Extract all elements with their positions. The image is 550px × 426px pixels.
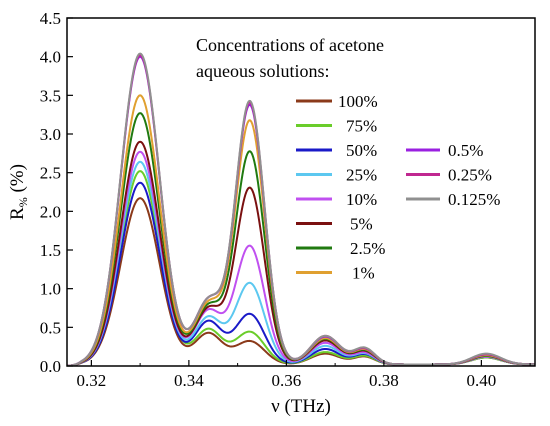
- legend-label: 2.5%: [350, 239, 385, 258]
- y-tick-label: 0.0: [40, 357, 61, 376]
- legend-title-line-2: aqueous solutions:: [196, 61, 330, 81]
- legend-label: 0.5%: [448, 141, 483, 160]
- y-axis-label-main: R: [7, 207, 28, 220]
- y-tick-label: 2.0: [40, 202, 61, 221]
- x-axis-label: ν (THz): [271, 396, 331, 417]
- y-tick-label: 3.5: [40, 86, 61, 105]
- y-tick-label: 3.0: [40, 125, 61, 144]
- plot-frame: [66, 17, 536, 367]
- legend: Concentrations of acetone aqueous soluti…: [196, 35, 500, 283]
- y-tick-label: 4.0: [40, 48, 61, 67]
- y-tick-label: 0.5: [40, 318, 61, 337]
- x-tick-label: 0.36: [272, 371, 302, 390]
- legend-label: 25%: [346, 166, 377, 185]
- series-line-0.125pct: [67, 52, 535, 366]
- x-axis: 0.32 0.34 0.36 0.38 0.40: [77, 360, 531, 390]
- legend-label: 75%: [346, 117, 377, 136]
- x-tick-label: 0.32: [77, 371, 107, 390]
- legend-label: 0.125%: [448, 190, 500, 209]
- legend-label: 50%: [346, 141, 377, 160]
- legend-label: 0.25%: [448, 166, 492, 185]
- y-tick-label: 2.5: [40, 164, 61, 183]
- y-axis-label: R% (%): [7, 164, 30, 220]
- legend-label: 10%: [346, 190, 377, 209]
- series-line-0.5pct: [67, 55, 535, 366]
- x-tick-label: 0.40: [467, 371, 497, 390]
- y-axis: 0.0 0.5 1.0 1.5 2.0 2.5 3.0 3.5 4.0 4.5: [40, 9, 73, 376]
- legend-label: 5%: [350, 215, 373, 234]
- y-axis-label-unit: (%): [7, 164, 28, 197]
- x-tick-label: 0.34: [174, 371, 204, 390]
- legend-title-line-1: Concentrations of acetone: [196, 35, 384, 55]
- legend-label: 1%: [352, 264, 375, 283]
- series-layer: [67, 52, 535, 366]
- legend-label: 100%: [338, 92, 378, 111]
- y-tick-label: 4.5: [40, 9, 61, 28]
- x-tick-label: 0.38: [369, 371, 399, 390]
- series-line-50pct: [67, 181, 535, 366]
- series-line-1pct: [67, 94, 535, 366]
- y-axis-label-sub: %: [16, 197, 30, 207]
- y-tick-label: 1.0: [40, 280, 61, 299]
- y-tick-label: 1.5: [40, 241, 61, 260]
